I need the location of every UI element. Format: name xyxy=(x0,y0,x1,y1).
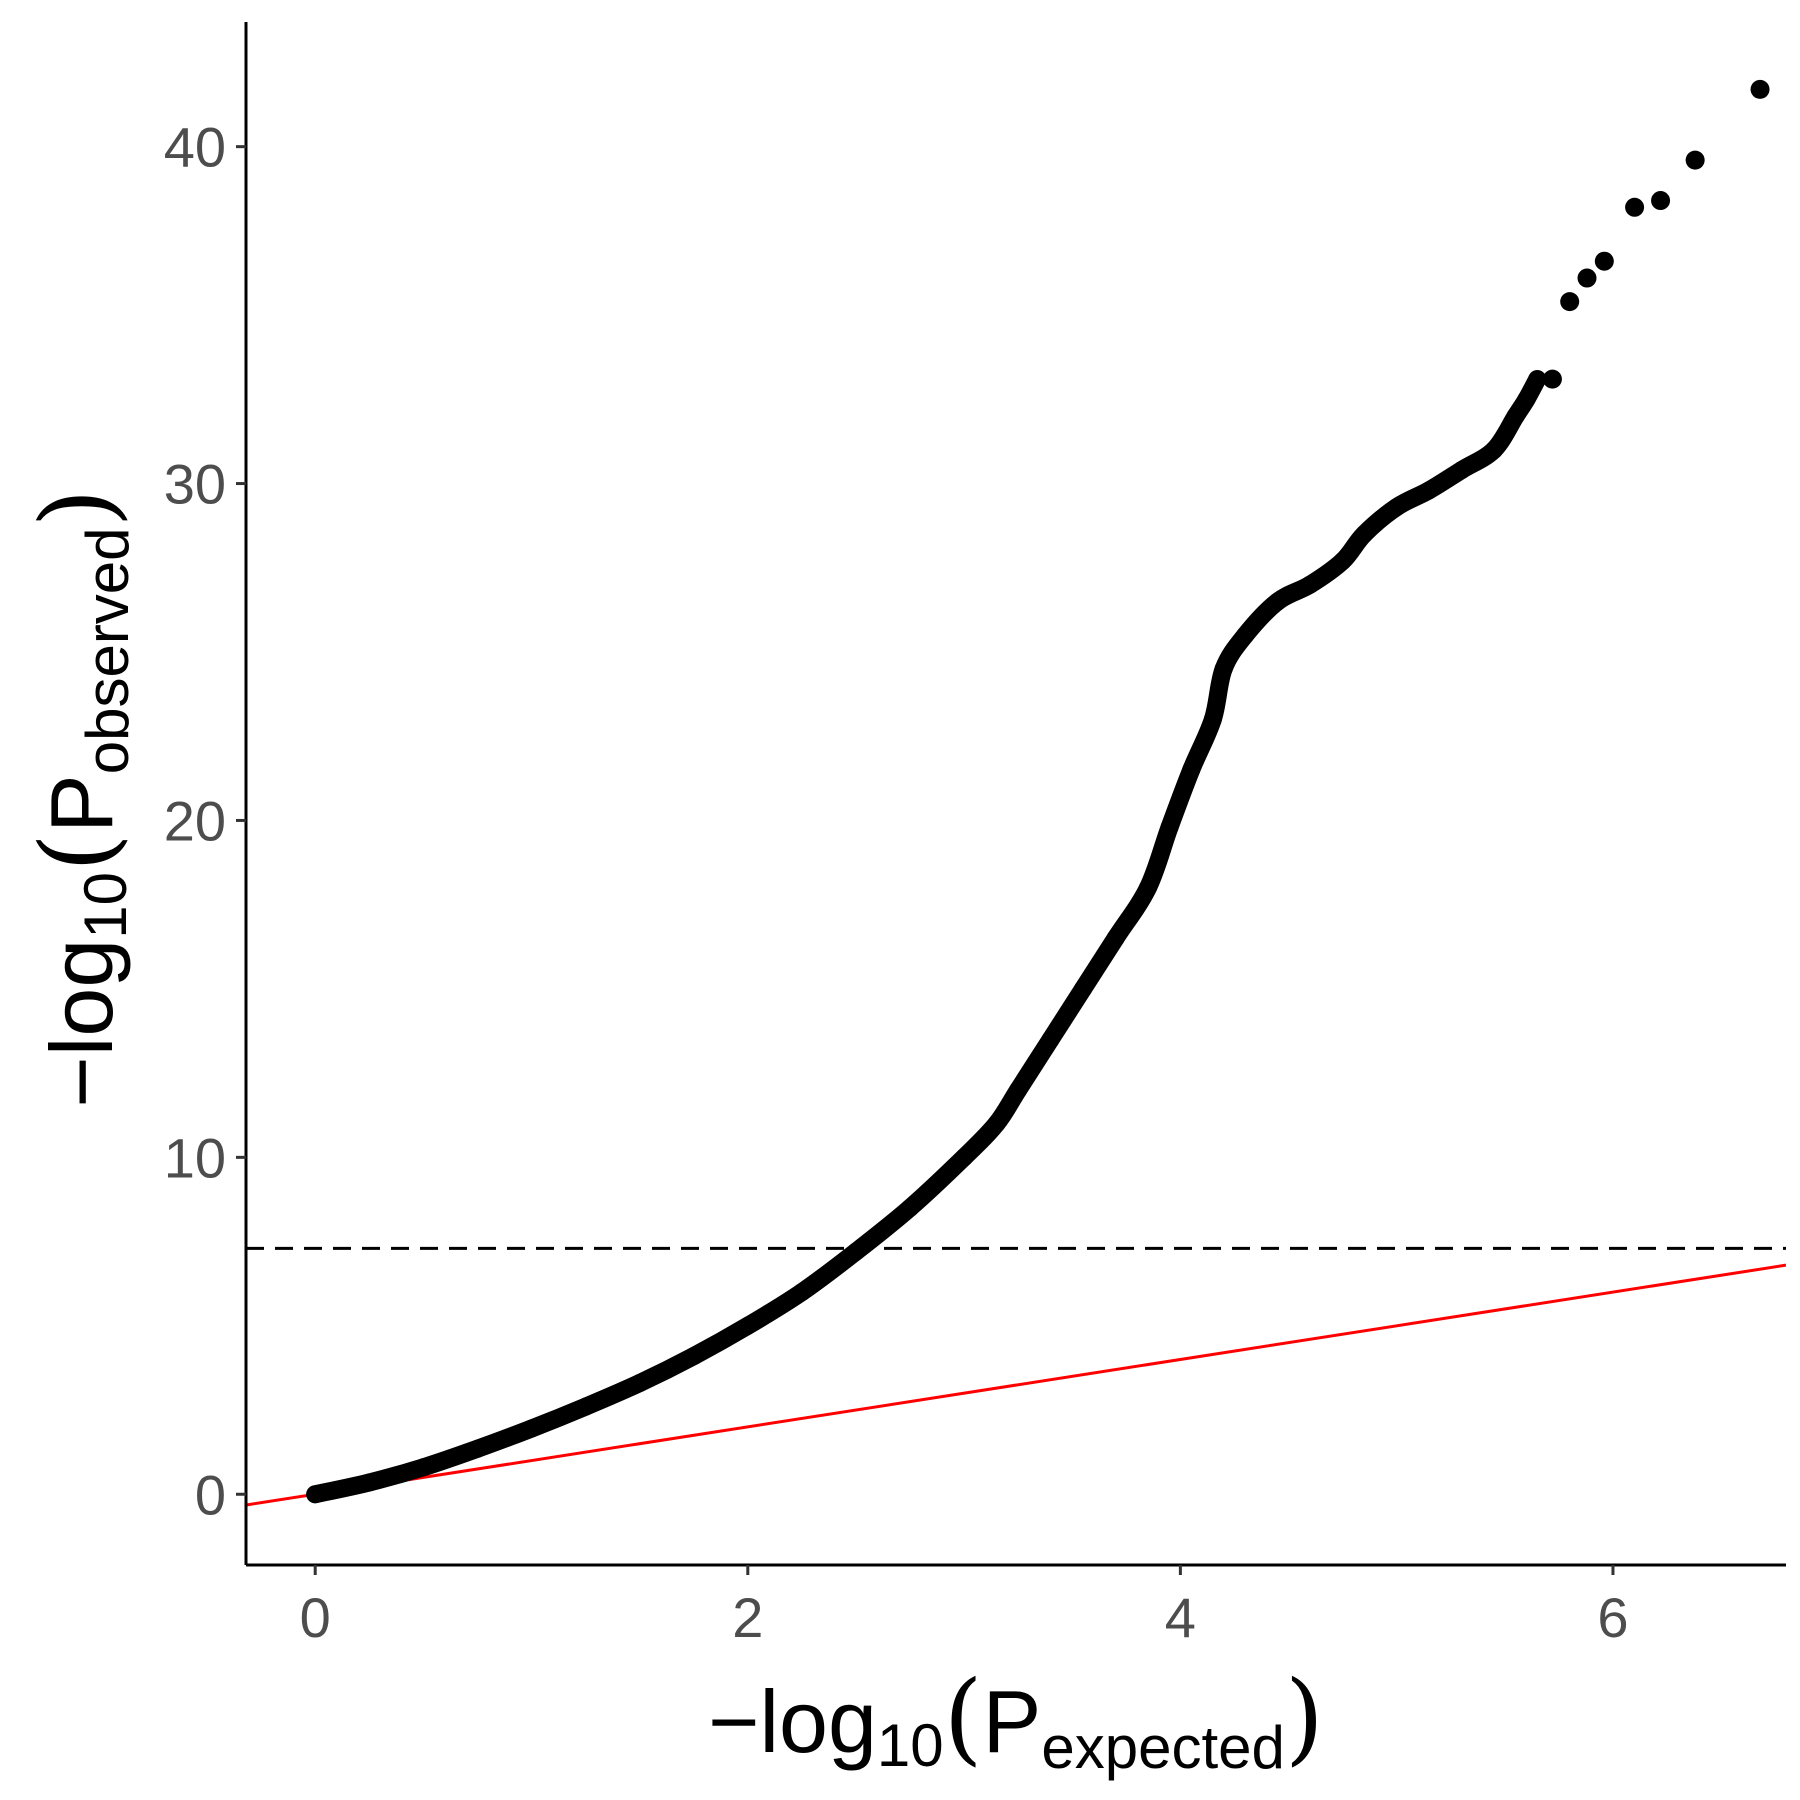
data-point xyxy=(738,1316,757,1335)
data-point xyxy=(1452,461,1471,480)
data-point xyxy=(1182,760,1201,779)
data-point xyxy=(987,1114,1006,1133)
ticks: 0 2 4 6 0 10 20 30 40 xyxy=(164,116,1629,1649)
y-tick-label: 10 xyxy=(164,1126,226,1189)
data-point xyxy=(1651,191,1671,211)
data-point xyxy=(522,1419,541,1438)
data-point xyxy=(414,1458,433,1477)
data-point xyxy=(1138,878,1157,897)
data-point xyxy=(684,1347,703,1366)
reference-diagonal-line xyxy=(246,1263,1786,1507)
data-point xyxy=(576,1397,595,1416)
data-point xyxy=(1750,79,1770,99)
data-point xyxy=(1528,370,1547,389)
data-point xyxy=(1160,818,1179,837)
plot-marks xyxy=(246,79,1786,1507)
data-point xyxy=(1301,575,1320,594)
observed-points-curve xyxy=(306,370,1547,1504)
data-point xyxy=(955,1148,974,1167)
data-point xyxy=(792,1283,811,1302)
x-tick-label: 2 xyxy=(732,1586,763,1649)
data-point xyxy=(1506,407,1525,426)
data-point xyxy=(1560,292,1580,312)
x-tick-label: 4 xyxy=(1165,1586,1196,1649)
data-point xyxy=(1041,1030,1060,1049)
data-point xyxy=(468,1439,487,1458)
data-point xyxy=(1268,592,1287,611)
data-point xyxy=(1387,498,1406,517)
data-point xyxy=(1074,979,1093,998)
data-point xyxy=(1214,659,1233,678)
data-point xyxy=(1203,710,1222,729)
data-point xyxy=(306,1485,325,1504)
data-point xyxy=(1594,251,1614,271)
y-tick-label: 40 xyxy=(164,116,226,179)
x-axis-title: −log10(Pexpected) xyxy=(708,1659,1324,1781)
y-tick-label: 20 xyxy=(164,789,226,852)
x-tick-label: 0 xyxy=(300,1586,331,1649)
data-point xyxy=(901,1198,920,1217)
y-axis-title: −log10(Pobserved) xyxy=(19,488,141,1107)
data-point xyxy=(1420,481,1439,500)
data-point xyxy=(1009,1080,1028,1099)
data-point xyxy=(846,1242,865,1261)
data-point xyxy=(1106,929,1125,948)
x-tick-label: 6 xyxy=(1597,1586,1628,1649)
data-point xyxy=(1685,150,1705,170)
data-point xyxy=(1517,390,1536,409)
data-point xyxy=(1355,525,1374,544)
data-point xyxy=(1236,626,1255,645)
data-point xyxy=(1542,369,1562,389)
y-tick-label: 0 xyxy=(195,1463,226,1526)
data-point xyxy=(1577,268,1597,288)
data-point xyxy=(1485,440,1504,459)
y-tick-label: 30 xyxy=(164,453,226,516)
data-point xyxy=(1333,552,1352,571)
data-point xyxy=(630,1374,649,1393)
data-point xyxy=(360,1473,379,1492)
data-point xyxy=(1625,197,1645,217)
axes xyxy=(244,22,1786,1567)
